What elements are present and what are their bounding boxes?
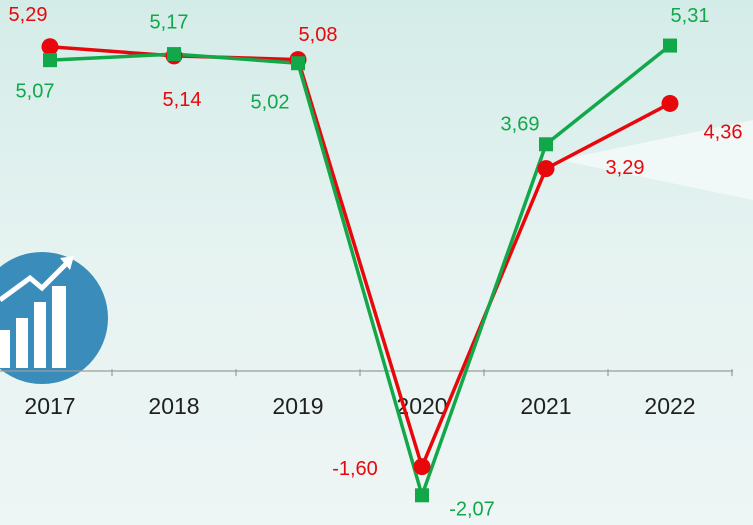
data-label: 5,07 bbox=[16, 80, 55, 102]
data-label: -1,60 bbox=[332, 458, 378, 480]
x-tick-label: 2018 bbox=[148, 393, 199, 419]
data-label: -2,07 bbox=[449, 499, 495, 521]
growth-icon bbox=[0, 252, 108, 384]
data-label: 5,08 bbox=[299, 24, 338, 46]
x-tick-label: 2021 bbox=[520, 393, 571, 419]
point bbox=[167, 47, 181, 62]
data-label: 5,02 bbox=[251, 92, 290, 114]
data-label: 5,17 bbox=[150, 11, 189, 33]
data-label: 4,36 bbox=[704, 122, 743, 144]
point bbox=[291, 56, 305, 71]
point bbox=[415, 488, 429, 503]
data-label: 3,69 bbox=[501, 114, 540, 136]
point bbox=[663, 38, 677, 53]
data-label: 5,31 bbox=[671, 5, 710, 27]
point bbox=[413, 458, 431, 476]
background-shape bbox=[560, 120, 753, 200]
point bbox=[537, 160, 555, 178]
data-label: 3,29 bbox=[606, 157, 645, 179]
x-tick-label: 2017 bbox=[24, 393, 75, 419]
series-line bbox=[49, 44, 672, 498]
point bbox=[43, 53, 57, 68]
x-tick-label: 2022 bbox=[644, 393, 695, 419]
point bbox=[661, 94, 679, 112]
data-label: 5,14 bbox=[163, 89, 202, 111]
x-tick-label: 2019 bbox=[272, 393, 323, 419]
data-label: 5,29 bbox=[9, 4, 48, 26]
point bbox=[539, 137, 553, 152]
point bbox=[41, 38, 59, 56]
